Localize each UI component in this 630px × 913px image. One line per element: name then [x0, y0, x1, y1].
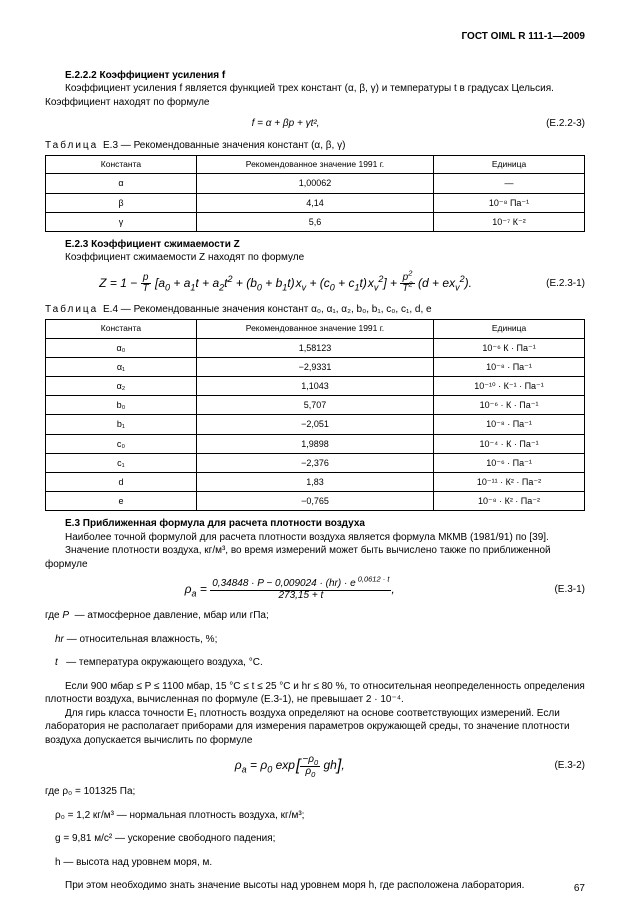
- formula-e22-3-num: (Е.2.2-3): [526, 117, 585, 131]
- table-cell: —: [434, 174, 585, 193]
- section-e222-text: Коэффициент усиления f является функцией…: [45, 82, 585, 109]
- table-row: c₀1,989810⁻⁴ · К · Па⁻¹: [46, 434, 585, 453]
- table-cell: c₀: [46, 434, 197, 453]
- table-cell: 10⁻⁷ К⁻²: [434, 212, 585, 231]
- table-row: α1,00062—: [46, 174, 585, 193]
- table-e3-caption: Таблица Е.3 — Рекомендованные значения к…: [45, 139, 585, 153]
- formula-e23-1: Z = 1 − pT [a0 + a1t + a2t2 + (b0 + b1t)…: [45, 273, 585, 295]
- e3-p2: Значение плотности воздуха, кг/м³, во вр…: [45, 544, 585, 571]
- table-cell: γ: [46, 212, 197, 231]
- table-cell: 10⁻⁴ · К · Па⁻¹: [434, 434, 585, 453]
- table-row: α₂1,104310⁻¹⁰ · К⁻¹ · Па⁻¹: [46, 377, 585, 396]
- table-cell: −2,9331: [196, 358, 433, 377]
- table-row: d1,8310⁻¹¹ · К² · Па⁻²: [46, 472, 585, 491]
- table-cell: 4,14: [196, 193, 433, 212]
- table-cell: 10⁻⁸ · К² · Па⁻²: [434, 491, 585, 510]
- table-cell: d: [46, 472, 197, 491]
- table-row: β4,1410⁻⁸ Па⁻¹: [46, 193, 585, 212]
- table-cell: 1,1043: [196, 377, 433, 396]
- table-e3: Константа Рекомендованное значение 1991 …: [45, 155, 585, 232]
- table-e4-h2: Рекомендованное значение 1991 г.: [196, 320, 433, 338]
- e3-p4: Для гирь класса точности Е₁ плотность во…: [45, 707, 585, 748]
- formula-e3-2: ρa = ρ0 exp [−ρ0ρ0 gh], (Е.3-2): [45, 755, 585, 777]
- table-cell: 1,00062: [196, 174, 433, 193]
- table-row: e−0,76510⁻⁸ · К² · Па⁻²: [46, 491, 585, 510]
- const-h: h — высота над уровнем моря, м.: [45, 856, 585, 870]
- table-row: c₁−2,37610⁻⁶ · Па⁻¹: [46, 453, 585, 472]
- formula-e22-3: f = α + βp + γt², (Е.2.2-3): [45, 117, 585, 131]
- table-cell: 1,58123: [196, 338, 433, 357]
- table-cell: 10⁻⁶ · Па⁻¹: [434, 453, 585, 472]
- where-t: t — температура окружающего воздуха, °C.: [45, 656, 585, 670]
- section-e23-title: Е.2.3 Коэффициент сжимаемости Z: [45, 238, 585, 252]
- table-cell: −2,376: [196, 453, 433, 472]
- table-e4: Константа Рекомендованное значение 1991 …: [45, 319, 585, 511]
- formula-e3-2-num: (Е.3-2): [534, 759, 585, 773]
- const-g: g = 9,81 м/с² — ускорение свободного пад…: [45, 832, 585, 846]
- table-cell: b₀: [46, 396, 197, 415]
- e3-p5: При этом необходимо знать значение высот…: [45, 879, 585, 893]
- table-row: γ5,610⁻⁷ К⁻²: [46, 212, 585, 231]
- section-e23-text: Коэффициент сжимаемости Z находят по фор…: [45, 251, 585, 265]
- section-e3-title: Е.3 Приближенная формула для расчета пло…: [45, 517, 585, 531]
- table-cell: 5,6: [196, 212, 433, 231]
- table-e4-h3: Единица: [434, 320, 585, 338]
- formula-e3-2-expr: ρa = ρ0 exp [−ρ0ρ0 gh],: [235, 755, 345, 777]
- formula-e3-1: ρa = 0,34848 · P − 0,009024 · (hr) · e 0…: [45, 579, 585, 601]
- table-e4-caption: Таблица Е.4 — Рекомендованные значения к…: [45, 303, 585, 317]
- table-cell: e: [46, 491, 197, 510]
- const-rho0: ρ₀ = 1,2 кг/м³ — нормальная плотность во…: [45, 809, 585, 823]
- table-cell: c₁: [46, 453, 197, 472]
- where-block: где P — атмосферное давление, мбар или г…: [45, 609, 585, 623]
- table-row: α₁−2,933110⁻⁸ · Па⁻¹: [46, 358, 585, 377]
- table-cell: α: [46, 174, 197, 193]
- table-cell: 10⁻¹⁰ · К⁻¹ · Па⁻¹: [434, 377, 585, 396]
- formula-e23-1-num: (Е.2.3-1): [526, 277, 585, 291]
- table-cell: b₁: [46, 415, 197, 434]
- table-cell: α₁: [46, 358, 197, 377]
- where-hr: hr — относительная влажность, %;: [45, 633, 585, 647]
- const-p0: где ρ₀ = 101325 Па;: [45, 785, 585, 799]
- formula-e3-1-expr: ρa = 0,34848 · P − 0,009024 · (hr) · e 0…: [185, 579, 395, 601]
- table-cell: 10⁻⁸ · Па⁻¹: [434, 358, 585, 377]
- doc-header: ГОСТ OIML R 111-1—2009: [45, 30, 585, 44]
- table-cell: 10⁻⁶ К · Па⁻¹: [434, 338, 585, 357]
- e3-p3: Если 900 мбар ≤ P ≤ 1100 мбар, 15 °C ≤ t…: [45, 680, 585, 707]
- table-cell: β: [46, 193, 197, 212]
- table-cell: 10⁻¹¹ · К² · Па⁻²: [434, 472, 585, 491]
- formula-e22-3-expr: f = α + βp + γt²,: [252, 117, 320, 131]
- section-e222-title: Е.2.2.2 Коэффициент усиления f: [45, 69, 585, 83]
- table-row: b₁−2,05110⁻⁸ · Па⁻¹: [46, 415, 585, 434]
- table-cell: 10⁻⁸ Па⁻¹: [434, 193, 585, 212]
- formula-e23-1-expr: Z = 1 − pT [a0 + a1t + a2t2 + (b0 + b1t)…: [99, 273, 472, 295]
- table-cell: −0,765: [196, 491, 433, 510]
- table-cell: α₂: [46, 377, 197, 396]
- table-cell: 10⁻⁸ · Па⁻¹: [434, 415, 585, 434]
- table-cell: 1,9898: [196, 434, 433, 453]
- e3-p1: Наиболее точной формулой для расчета пло…: [45, 531, 585, 545]
- table-e3-h2: Рекомендованное значение 1991 г.: [196, 156, 433, 174]
- table-cell: 5,707: [196, 396, 433, 415]
- page-number: 67: [574, 882, 585, 896]
- table-cell: 10⁻⁶ · К · Па⁻¹: [434, 396, 585, 415]
- table-cell: 1,83: [196, 472, 433, 491]
- table-cell: −2,051: [196, 415, 433, 434]
- table-e3-h1: Константа: [46, 156, 197, 174]
- table-row: b₀5,70710⁻⁶ · К · Па⁻¹: [46, 396, 585, 415]
- formula-e3-1-num: (Е.3-1): [534, 583, 585, 597]
- table-row: α₀1,5812310⁻⁶ К · Па⁻¹: [46, 338, 585, 357]
- table-e4-h1: Константа: [46, 320, 197, 338]
- table-cell: α₀: [46, 338, 197, 357]
- table-e3-h3: Единица: [434, 156, 585, 174]
